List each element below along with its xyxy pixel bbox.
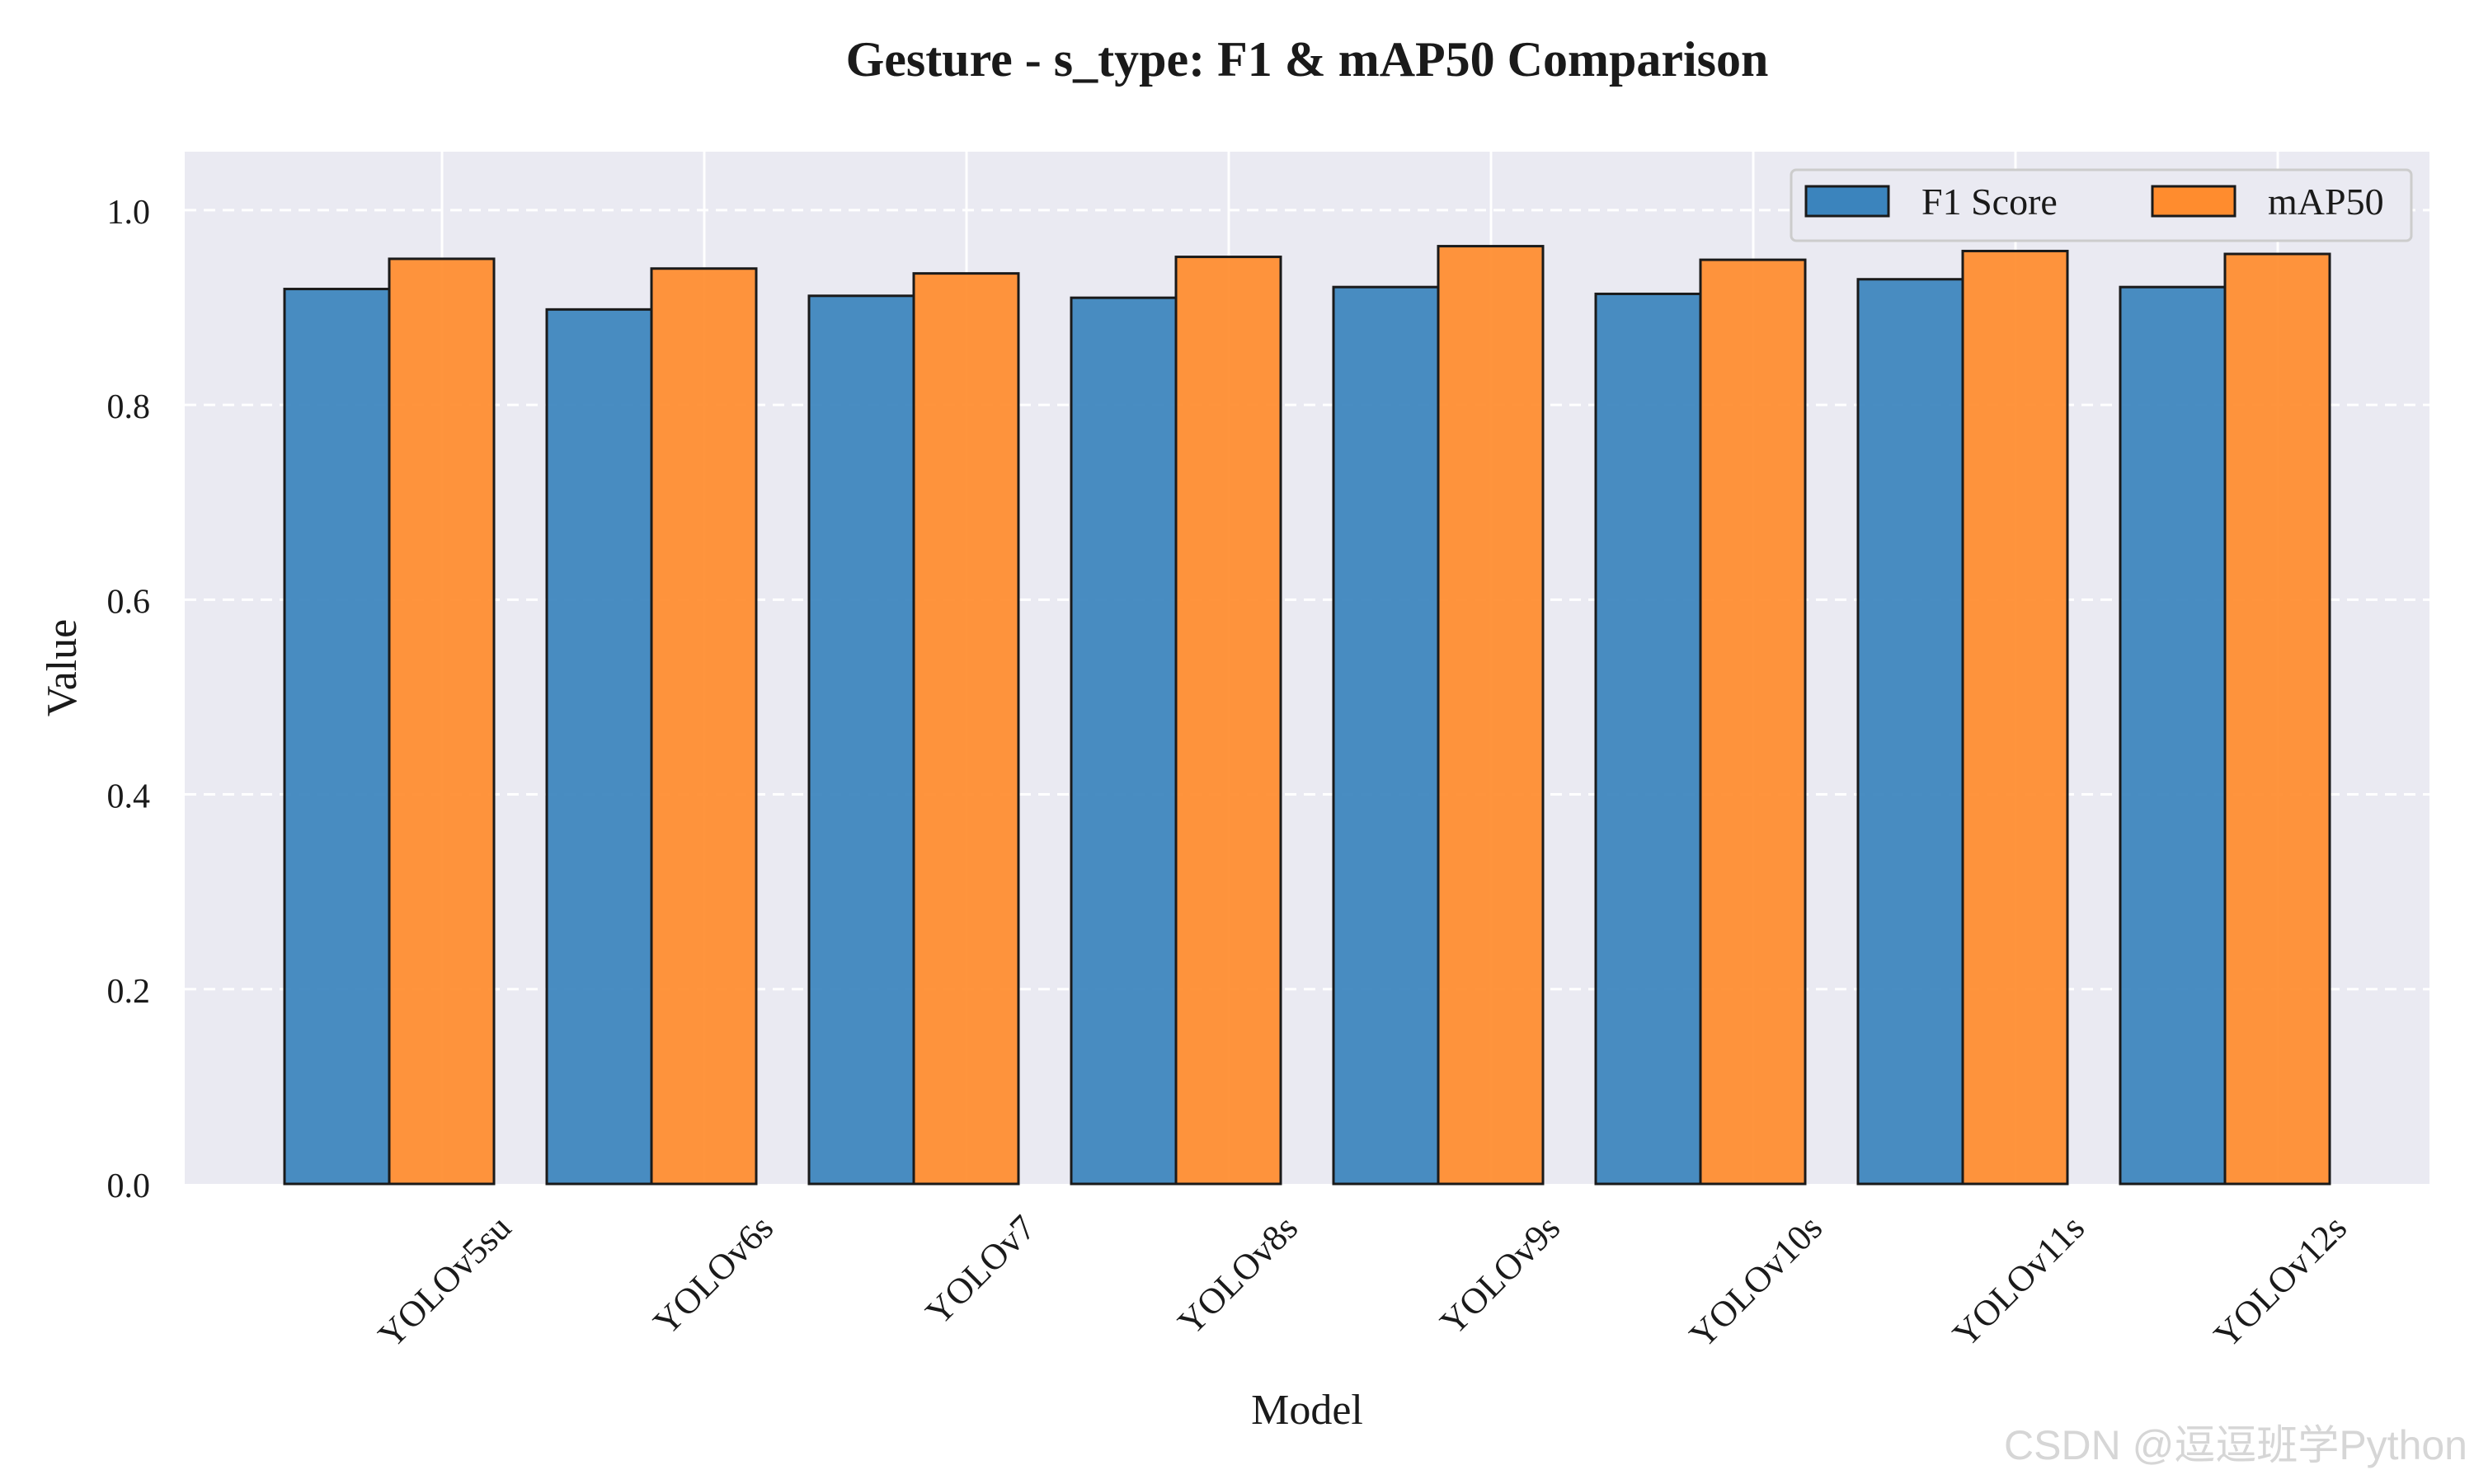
legend-label-map50: mAP50 [2268, 181, 2384, 223]
y-tick-label: 1.0 [107, 194, 151, 232]
x-tick-label-yolov11s: YOLOv11s [1945, 1207, 2092, 1355]
x-tick-label-yolov7: YOLOv7 [918, 1207, 1043, 1332]
bar-map50-yolov5su [388, 257, 496, 1186]
bar-f1-score-yolov6s [545, 308, 653, 1186]
y-axis-label: Value [39, 619, 86, 716]
y-tick-label: 0.6 [107, 583, 151, 621]
watermark: CSDN @逗逗班学Python [2004, 1422, 2467, 1468]
bar-f1-score-yolov10s [1594, 292, 1702, 1186]
y-tick-label: 0.4 [107, 778, 151, 816]
x-tick-label-yolov6s: YOLOv6s [646, 1207, 781, 1342]
bar-f1-score-yolov5su [283, 288, 391, 1186]
chart-title: Gesture - s_type: F1 & mAP50 Comparison [846, 32, 1769, 87]
x-tick-label-yolov9s: YOLOv9s [1432, 1207, 1568, 1342]
x-tick-label-yolov5su: YOLOv5su [370, 1207, 519, 1355]
bar-f1-score-yolov11s [1856, 278, 1964, 1186]
bar-map50-yolov7 [912, 272, 1020, 1186]
y-tick-label: 0.8 [107, 388, 151, 426]
bar-f1-score-yolov9s [1332, 285, 1440, 1186]
bar-map50-yolov11s [1961, 249, 2069, 1186]
x-axis-label: Model [1251, 1387, 1363, 1434]
legend-swatch-f1-score [1804, 185, 1890, 218]
y-tick-label: 0.2 [107, 973, 151, 1011]
bar-map50-yolov12s [2223, 252, 2331, 1186]
bar-map50-yolov6s [650, 267, 758, 1186]
legend-box [1790, 168, 2413, 242]
x-tick-label-yolov12s: YOLOv12s [2206, 1207, 2354, 1355]
bar-f1-score-yolov8s [1070, 296, 1178, 1186]
x-tick-label-yolov10s: YOLOv10s [1681, 1207, 1830, 1355]
bar-map50-yolov9s [1437, 245, 1545, 1186]
x-tick-label-yolov8s: YOLOv8s [1170, 1207, 1305, 1342]
y-tick-labels: 0.0 0.2 0.4 0.6 0.8 1.0 [107, 194, 151, 1205]
legend: F1 Score mAP50 [1790, 168, 2413, 242]
bar-map50-yolov8s [1174, 256, 1282, 1186]
bars-layer [283, 245, 2331, 1186]
legend-label-f1-score: F1 Score [1921, 181, 2058, 223]
x-tick-labels: YOLOv5su YOLOv6s YOLOv7 YOLOv8s YOLOv9s YOLOv… [370, 1207, 2354, 1355]
plot-area [185, 152, 2429, 1184]
bar-f1-score-yolov12s [2119, 285, 2227, 1186]
bar-f1-score-yolov7 [807, 294, 915, 1186]
bar-map50-yolov10s [1699, 258, 1807, 1186]
legend-swatch-map50 [2151, 185, 2236, 218]
y-tick-label: 0.0 [107, 1167, 151, 1205]
